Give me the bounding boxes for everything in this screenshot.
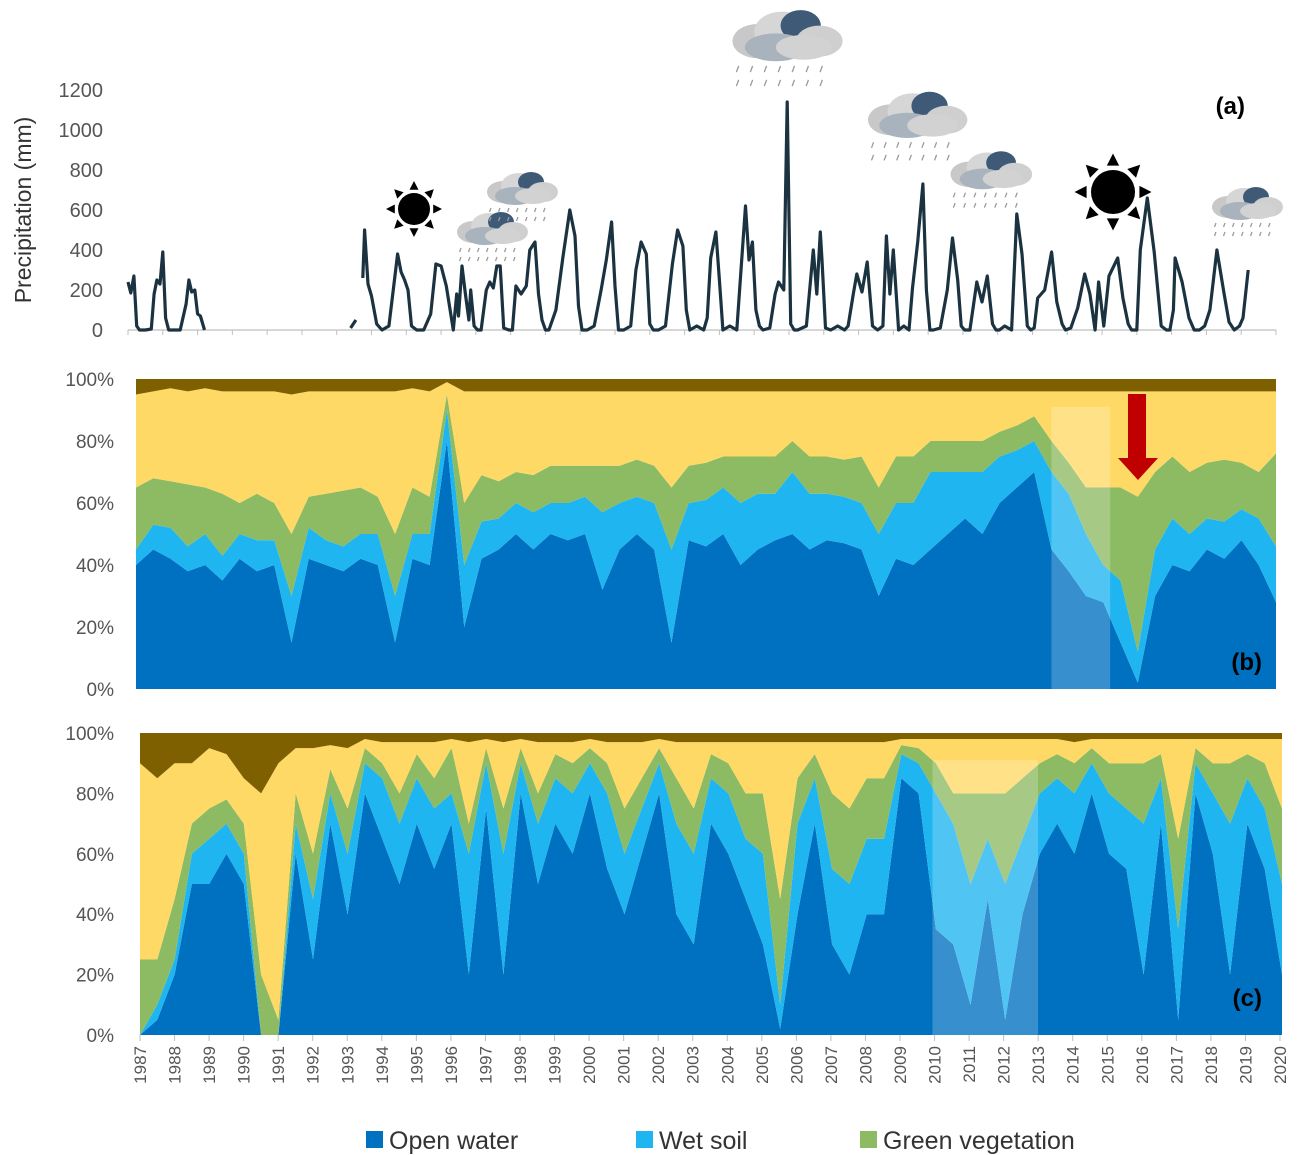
x-tick-label: 1991 (269, 1046, 288, 1084)
area-dry-vegetation (140, 733, 1282, 794)
legend-item: Wet soil (636, 1127, 747, 1155)
x-tick-label: 2020 (1271, 1046, 1290, 1084)
y-tick-label: 60% (76, 845, 114, 866)
x-tick-label: 2012 (995, 1046, 1014, 1084)
y-tick-label: 0 (92, 320, 103, 342)
x-tick-label: 1988 (166, 1046, 185, 1084)
rain-cloud-icon (1212, 187, 1283, 237)
x-tick-label: 1995 (407, 1046, 426, 1084)
rain-cloud-icon (487, 172, 558, 222)
x-tick-label: 2008 (856, 1046, 875, 1084)
panel-label-a: (a) (1216, 93, 1245, 120)
y-axis-label: Precipitation (mm) (10, 117, 36, 304)
rain-cloud-icon (950, 151, 1033, 208)
x-tick-label: 2016 (1133, 1046, 1152, 1084)
legend-swatch (636, 1131, 653, 1148)
legend-label: Green vegetation (883, 1127, 1075, 1155)
y-tick-label: 0% (87, 680, 115, 701)
x-tick-label: 2004 (718, 1046, 737, 1084)
y-tick-label: 200 (70, 280, 103, 302)
precipitation-line (126, 250, 207, 332)
legend-item: Green vegetation (860, 1127, 1075, 1155)
legend-label: Open water (389, 1127, 518, 1155)
panel-label-b: (b) (1231, 649, 1262, 676)
area-open-water (140, 778, 1282, 1035)
x-tick-label: 1989 (200, 1046, 219, 1084)
legend-label: Wet soil (659, 1127, 747, 1155)
y-tick-label: 1200 (59, 80, 104, 102)
y-tick-label: 40% (76, 556, 114, 577)
legend-swatch (860, 1131, 877, 1148)
x-tick-label: 2010 (926, 1046, 945, 1084)
x-tick-label: 1990 (235, 1046, 254, 1084)
x-tick-label: 1992 (304, 1046, 323, 1084)
x-tick-label: 1993 (338, 1046, 357, 1084)
x-tick-label: 2002 (649, 1046, 668, 1084)
x-tick-label: 2001 (615, 1046, 634, 1084)
y-tick-label: 400 (70, 240, 103, 262)
x-tick-label: 1998 (511, 1046, 530, 1084)
x-tick-label: 2003 (684, 1046, 703, 1084)
down-arrow-icon (1118, 394, 1158, 480)
area-wet-soil (140, 754, 1282, 1035)
precipitation-line (349, 319, 358, 329)
x-tick-label: 1999 (546, 1046, 565, 1084)
x-tick-label: 1994 (373, 1046, 392, 1084)
x-tick-label: 1997 (476, 1046, 495, 1084)
area-wet-soil (136, 410, 1276, 683)
y-tick-label: 0% (87, 1026, 115, 1047)
area-green-vegetation (140, 745, 1282, 1035)
sun-icon (1074, 153, 1152, 231)
y-tick-label: 100% (65, 724, 114, 745)
x-tick-label: 2019 (1236, 1046, 1255, 1084)
area-dry-soil (136, 382, 1276, 534)
x-tick-label: 2006 (787, 1046, 806, 1084)
highlight-region (1051, 406, 1111, 689)
x-tick-label: 2005 (753, 1046, 772, 1084)
x-tick-label: 2018 (1202, 1046, 1221, 1084)
area-open-water (136, 441, 1276, 689)
x-tick-label: 2015 (1098, 1046, 1117, 1084)
x-tick-label: 2017 (1167, 1046, 1186, 1084)
x-tick-label: 1996 (442, 1046, 461, 1084)
legend-swatch (366, 1131, 383, 1148)
y-tick-label: 100% (65, 370, 114, 391)
y-tick-label: 20% (76, 618, 114, 639)
x-tick-label: 2013 (1029, 1046, 1048, 1084)
area-dry-vegetation (136, 379, 1276, 395)
x-tick-label: 2007 (822, 1046, 841, 1084)
y-tick-label: 1000 (59, 120, 104, 142)
rain-cloud-icon (457, 212, 528, 262)
panel-b: 0% 20% 40% 60% 80% 100% (b) (65, 370, 1276, 701)
panel-a: 0 200 400 600 800 1000 1200 Precipitation (mm) (… (10, 10, 1283, 342)
y-tick-label: 20% (76, 966, 114, 987)
x-axis: 1987 1988 1989 1990 1991 1992 1993 1994 1995 1996… (131, 1035, 1290, 1084)
y-tick-label: 80% (76, 432, 114, 453)
y-tick-label: 80% (76, 784, 114, 805)
panel-c: 0% 20% 40% 60% 80% 100% (c) (65, 724, 1282, 1047)
x-tick-label: 2000 (580, 1046, 599, 1084)
rain-cloud-icon (732, 10, 843, 87)
highlight-region (932, 760, 1039, 1035)
legend: Open water Wet soil Green vegetation (366, 1127, 1075, 1155)
y-tick-label: 600 (70, 200, 103, 222)
panel-label-c: (c) (1233, 985, 1262, 1012)
area-green-vegetation (136, 394, 1276, 652)
x-tick-label: 1987 (131, 1046, 150, 1084)
y-tick-label: 40% (76, 905, 114, 926)
precipitation-line (361, 100, 1250, 332)
y-tick-label: 800 (70, 160, 103, 182)
area-dry-soil (140, 739, 1282, 1020)
x-tick-label: 2011 (960, 1046, 979, 1083)
sun-icon (386, 181, 442, 237)
rain-cloud-icon (868, 91, 968, 161)
y-tick-label: 60% (76, 494, 114, 515)
x-tick-label: 2014 (1064, 1046, 1083, 1084)
x-tick-label: 2009 (891, 1046, 910, 1084)
legend-item: Open water (366, 1127, 518, 1155)
